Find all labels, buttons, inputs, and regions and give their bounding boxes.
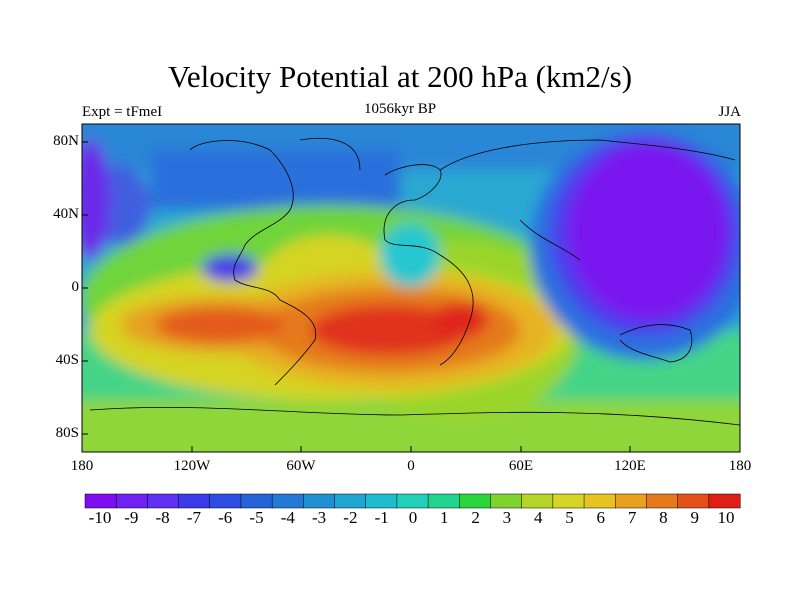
lon-tick-label: 60W [286,458,316,474]
colorbar-swatch [178,493,211,509]
coastlines [89,137,741,426]
colorbar-label: 4 [533,508,543,527]
colorbar-label: 10 [717,508,735,527]
colorbar-label: -7 [186,508,201,527]
colorbar-swatch [209,493,242,509]
lat-tick-label: 80N [53,133,79,149]
colorbar-swatch [490,493,523,509]
colorbar-label: -2 [343,508,358,527]
colorbar-label: 6 [596,508,606,527]
lon-tick-label: 120E [614,458,646,474]
experiment-label: Expt = tFmeI [82,104,163,120]
colorbar-swatch [115,493,148,509]
colorbar-swatch [240,493,273,509]
colorbar-label: 8 [659,508,668,527]
lon-tick-label: 60E [508,458,534,474]
colorbar-label: -8 [155,508,170,527]
colorbar-swatch [646,493,679,509]
colorbar-swatch [271,493,304,509]
colorbar-swatch [552,493,585,509]
colorbar-label: -5 [249,508,264,527]
lon-tick-label: 180 [728,458,752,474]
colorbar-label: -4 [280,508,295,527]
lat-tick-label: 40N [53,206,79,222]
colorbar-swatch [459,493,492,509]
axis-ticks [81,141,741,452]
lon-tick-label: 120W [173,458,211,474]
colorbar-label: -9 [124,508,139,527]
colorbar-label: 0 [408,508,418,527]
lon-tick-label: 180 [70,458,94,474]
colorbar-swatch [365,493,398,509]
colorbar-label: 5 [565,508,574,527]
season-label: JJA [718,104,741,120]
colorbar-label: 2 [471,508,480,527]
colorbar-label: 9 [690,508,699,527]
lat-tick-label: 0 [71,279,80,295]
colorbar-label: 1 [440,508,449,527]
colorbar-label: 3 [502,508,512,527]
colorbar-swatch [334,493,367,509]
colorbar-label: -10 [88,508,112,527]
colorbar-swatch [303,493,336,509]
colorbar [84,493,741,509]
colorbar-swatch [396,493,429,509]
time-label: 1056kyr BP [363,101,437,117]
map-title: Velocity Potential at 200 hPa (km2/s) [167,59,633,94]
lat-tick-label: 80S [55,425,79,441]
field-shading [82,124,740,452]
colorbar-label: -1 [374,508,389,527]
colorbar-label: -6 [218,508,233,527]
colorbar-swatch [708,493,741,509]
colorbar-swatch [614,493,647,509]
lon-tick-label: 0 [407,458,415,474]
colorbar-label: -3 [312,508,327,527]
colorbar-swatch [583,493,616,509]
colorbar-swatch [84,493,117,509]
colorbar-swatch [677,493,710,509]
lat-tick-label: 40S [55,352,79,368]
colorbar-swatch [521,493,554,509]
colorbar-label: 7 [627,508,637,527]
colorbar-swatch [427,493,460,509]
colorbar-swatch [147,493,180,509]
